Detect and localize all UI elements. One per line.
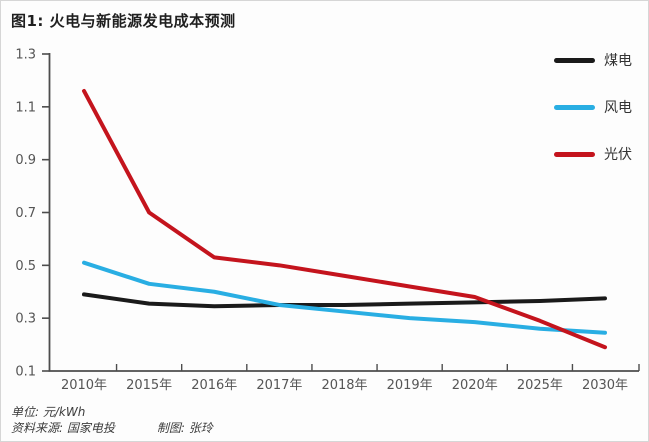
svg-text:2019年: 2019年	[387, 378, 433, 393]
legend-label-solar: 光伏	[604, 147, 632, 163]
legend-label-wind: 风电	[604, 100, 632, 116]
legend-item-coal: 煤电	[554, 50, 632, 70]
svg-text:2020年: 2020年	[452, 378, 498, 393]
solar-line-swatch-icon	[554, 151, 595, 157]
svg-text:0.5: 0.5	[15, 259, 36, 274]
svg-text:2010年: 2010年	[61, 378, 107, 393]
source-line: 资料来源: 国家电投 制图: 张玲	[11, 420, 213, 436]
figure-title: 图1: 火电与新能源发电成本预测	[11, 12, 236, 30]
svg-text:1.1: 1.1	[15, 100, 36, 115]
svg-text:2015年: 2015年	[126, 378, 172, 393]
legend-item-wind: 风电	[554, 97, 632, 117]
legend-item-solar: 光伏	[554, 144, 632, 164]
unit-label: 单位: 元/kWh	[11, 405, 86, 419]
svg-text:0.1: 0.1	[15, 365, 36, 380]
figure-footer: 单位: 元/kWh 资料来源: 国家电投 制图: 张玲	[11, 404, 213, 436]
author-label: 制图: 张玲	[156, 421, 213, 435]
svg-text:0.9: 0.9	[15, 153, 36, 168]
svg-text:0.7: 0.7	[15, 206, 36, 221]
wind-line-swatch-icon	[554, 104, 595, 110]
svg-text:2018年: 2018年	[321, 378, 367, 393]
chart-legend: 煤电 风电 光伏	[554, 50, 632, 164]
legend-label-coal: 煤电	[604, 53, 632, 69]
svg-text:2016年: 2016年	[191, 378, 237, 393]
source-label: 资料来源: 国家电投	[11, 421, 115, 435]
coal-line-swatch-icon	[554, 57, 595, 63]
svg-text:1.3: 1.3	[15, 48, 36, 63]
svg-text:2017年: 2017年	[256, 378, 302, 393]
svg-text:2030年: 2030年	[582, 378, 628, 393]
svg-text:0.3: 0.3	[15, 312, 36, 327]
svg-text:2025年: 2025年	[517, 378, 563, 393]
